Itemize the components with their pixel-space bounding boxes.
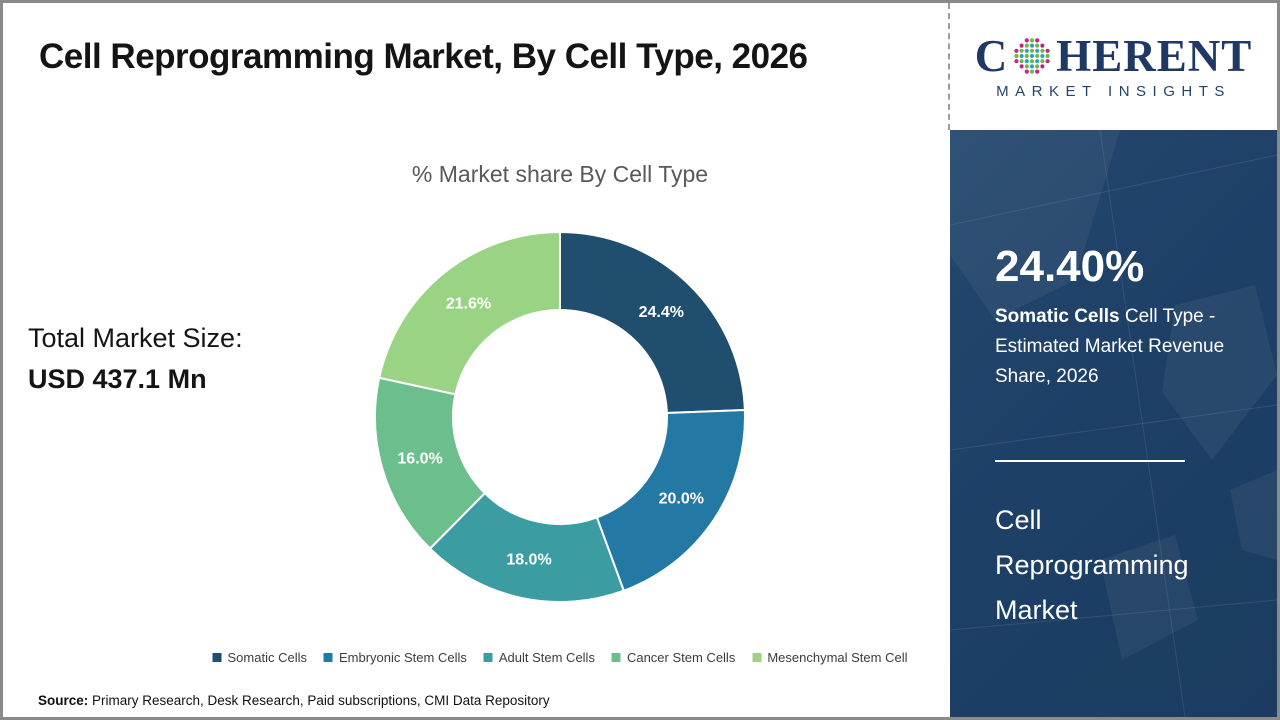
legend-swatch: [212, 653, 222, 662]
legend-item: Adult Stem Cells: [483, 650, 595, 665]
globe-dots-icon: [1014, 38, 1050, 74]
legend-label: Mesenchymal Stem Cell: [767, 650, 908, 665]
legend-item: Cancer Stem Cells: [611, 650, 736, 665]
chart-legend: Somatic Cells Embryonic Stem Cells Adult…: [212, 650, 907, 665]
donut-segment: [595, 408, 746, 592]
total-market-value: USD 437.1 Mn: [28, 364, 207, 394]
logo-word-rest: HERENT: [1056, 30, 1253, 81]
highlight-stat-description: Somatic Cells Cell Type - Estimated Mark…: [995, 302, 1247, 392]
legend-swatch: [483, 653, 493, 662]
legend-swatch: [611, 653, 621, 662]
report-title: Cell Reprogramming Market: [995, 505, 1189, 625]
legend-label: Somatic Cells: [227, 650, 307, 665]
map-texture: [950, 130, 1277, 717]
donut-segment: [378, 230, 561, 396]
page-title: Cell Reprogramming Market, By Cell Type,…: [39, 37, 808, 76]
slice-label: 16.0%: [397, 451, 442, 468]
legend-swatch: [323, 653, 333, 662]
logo-wordmark: C HERENT: [974, 30, 1253, 81]
slice-label: 24.4%: [639, 304, 684, 321]
sidebar-panel: 24.40% Somatic Cells Cell Type - Estimat…: [950, 130, 1277, 717]
logo-tagline: MARKET INSIGHTS: [996, 82, 1231, 100]
legend-label: Adult Stem Cells: [498, 650, 595, 665]
highlight-stat-segment: Somatic Cells: [995, 306, 1120, 327]
legend-label: Cancer Stem Cells: [626, 650, 736, 665]
slice-label: 18.0%: [506, 552, 551, 569]
slice-label: 21.6%: [446, 295, 491, 312]
source-note: Source: Primary Research, Desk Research,…: [38, 693, 550, 708]
legend-item: Mesenchymal Stem Cell: [752, 650, 907, 665]
slice-label: 20.0%: [659, 490, 704, 507]
source-label: Source:: [38, 693, 89, 708]
legend-item: Somatic Cells: [212, 650, 307, 665]
legend-label: Embryonic Stem Cells: [338, 650, 467, 665]
highlight-stat-rest: Cell Type - Estimated Market Revenue Sha…: [995, 306, 1225, 387]
chart-title: % Market share By Cell Type: [411, 161, 709, 187]
highlight-stat-value: 24.40%: [995, 242, 1145, 291]
donut-segment: [559, 230, 746, 415]
divider-line: [995, 460, 1185, 462]
legend-swatch: [752, 653, 762, 662]
source-text: Primary Research, Desk Research, Paid su…: [88, 693, 550, 708]
total-market-label: Total Market Size:: [28, 323, 243, 353]
divider-dashed: [948, 3, 950, 130]
donut-chart: 24.4% 20.0% 18.0% 16.0% 21.6%: [374, 230, 746, 603]
brand-logo: C HERENT MARKET INSIGHTS: [950, 3, 1277, 130]
logo-letter-c: C: [974, 30, 1009, 81]
legend-item: Embryonic Stem Cells: [323, 650, 467, 665]
total-market-block: Total Market Size: USD 437.1 Mn: [28, 323, 243, 395]
